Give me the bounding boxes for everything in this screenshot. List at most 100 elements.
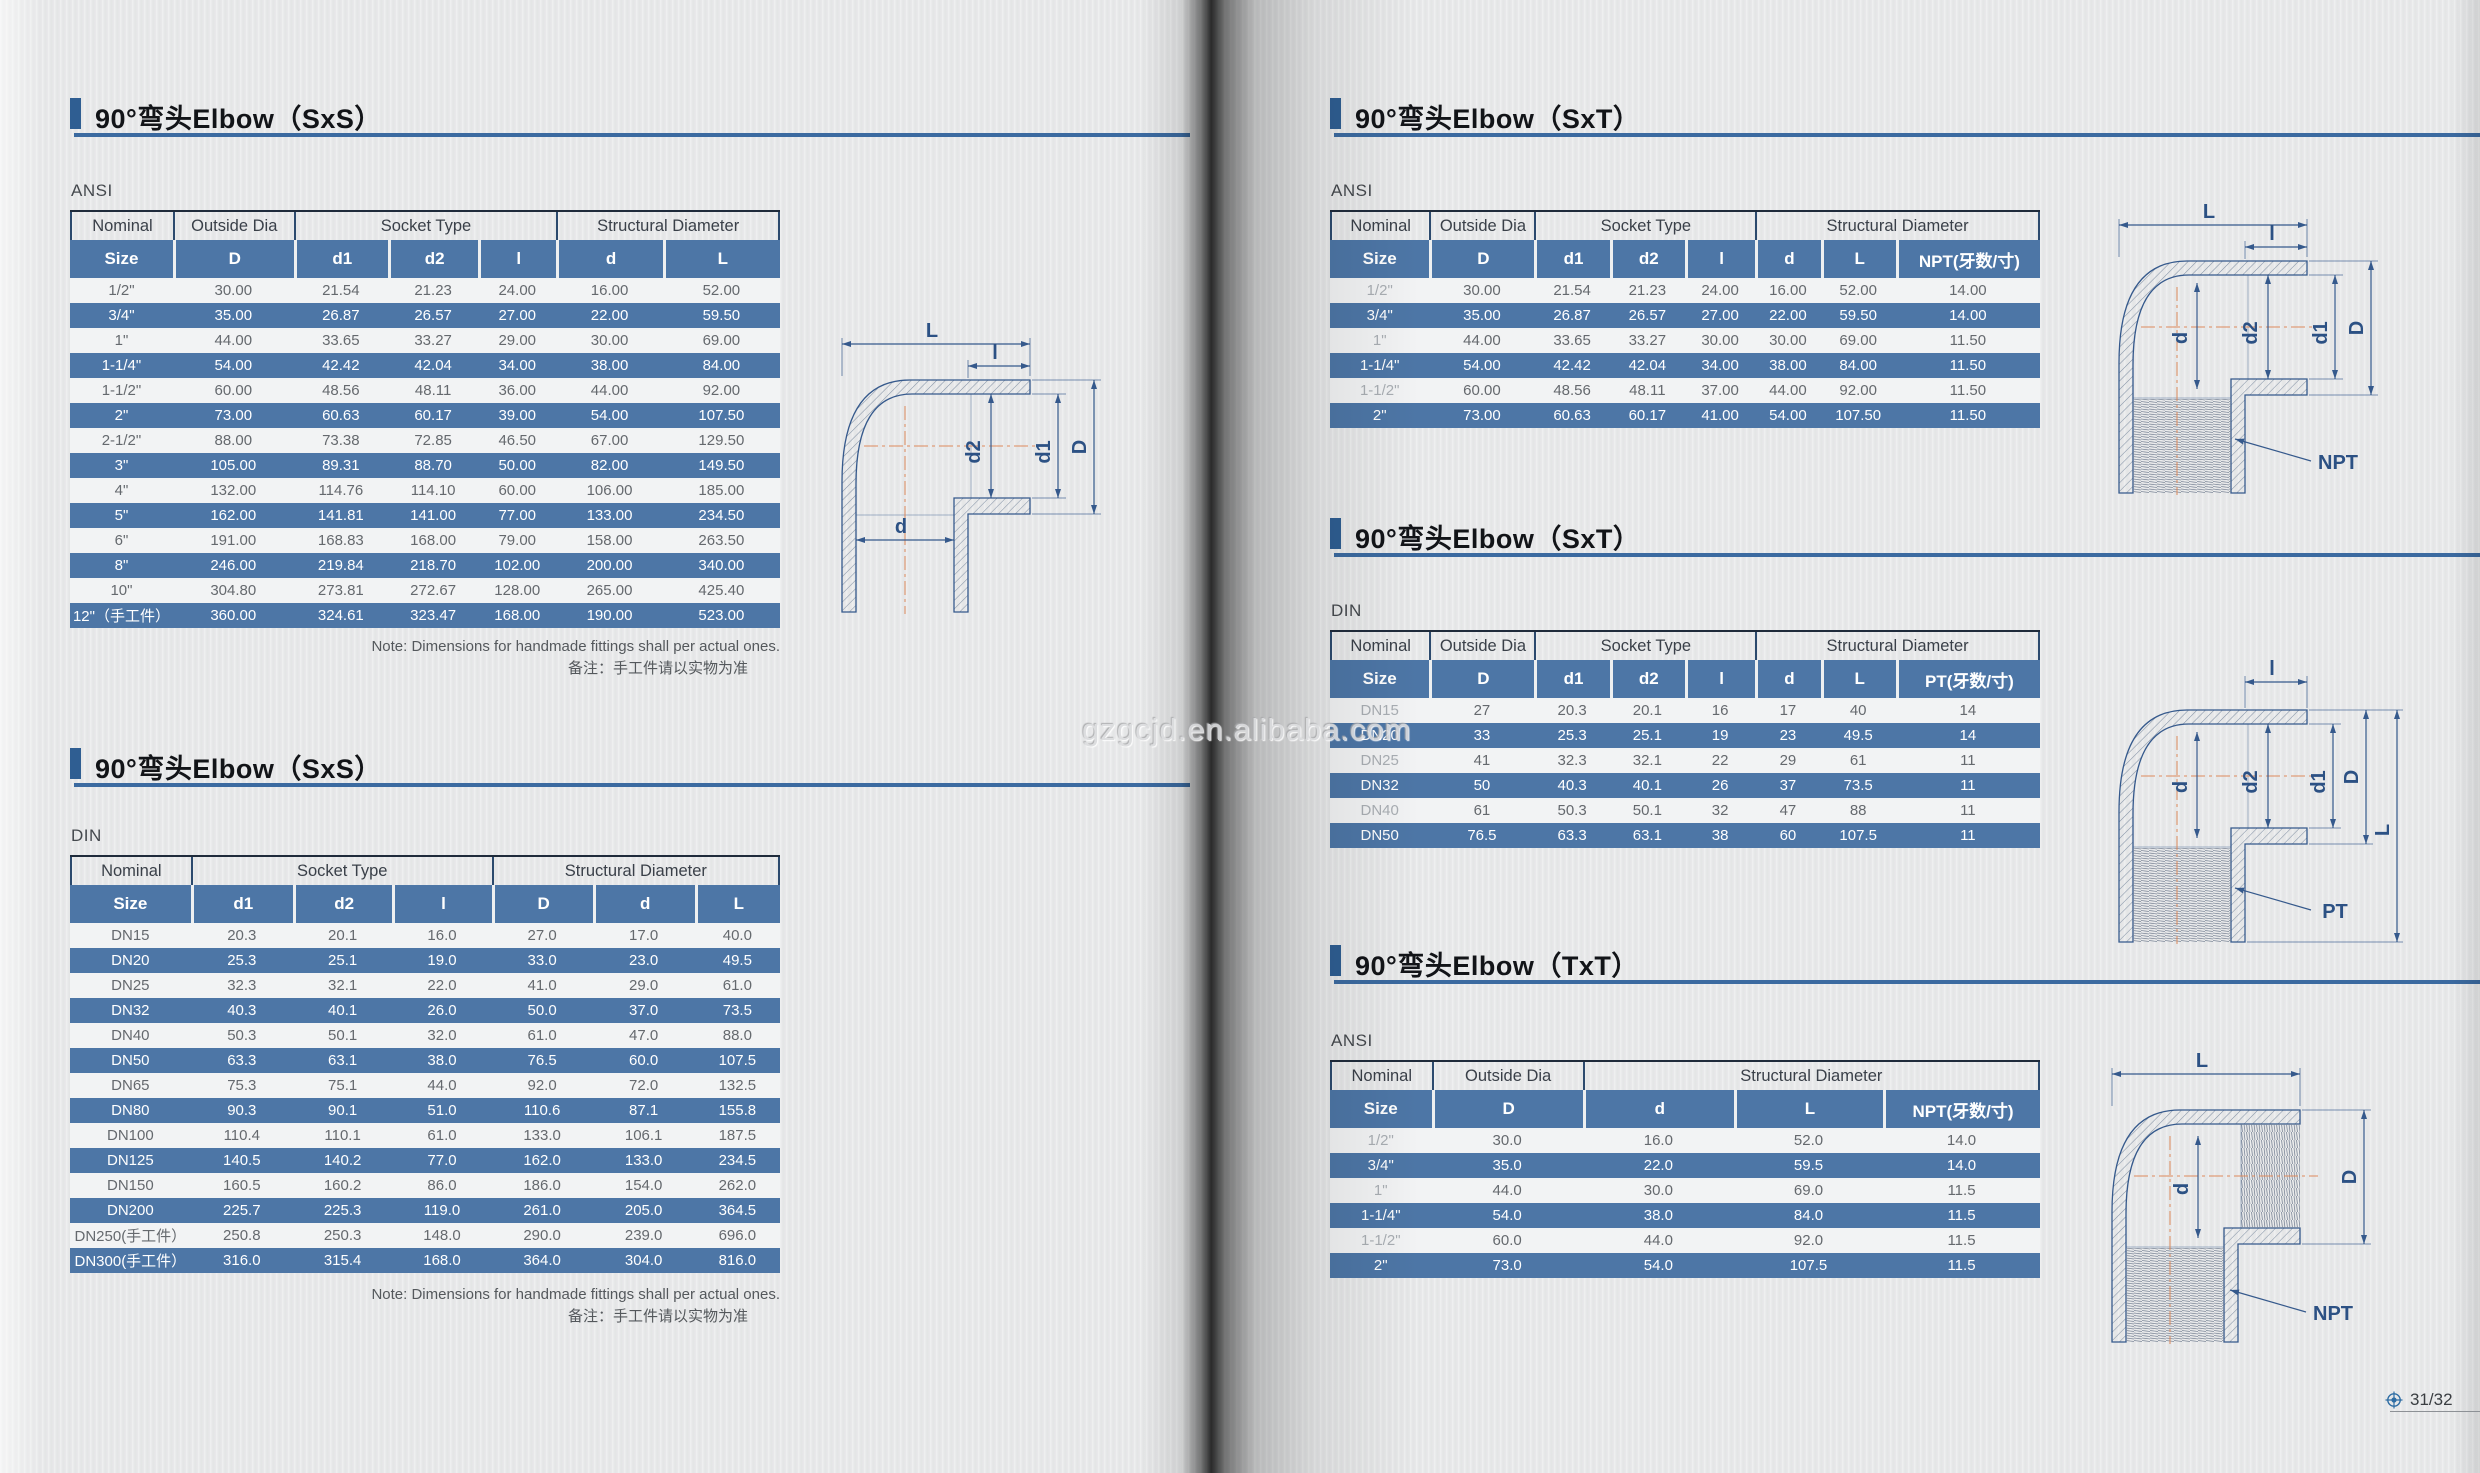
table-cell: 60.17: [414, 407, 452, 424]
table-row: 2-1/2" 88.00 73.38 72.85 46.50 67.00 129.50: [70, 428, 780, 453]
table-cell: 114.10: [410, 482, 456, 499]
table-cell: 61: [1473, 802, 1491, 819]
table-cell: DN80: [111, 1102, 150, 1119]
column-header-cell: Size: [1330, 240, 1430, 278]
elbow-diagram-sxt-pt: l d d2 d1 D L PT: [2118, 658, 2403, 944]
table-cell: 11: [1960, 827, 1976, 844]
table-cell: 523.00: [698, 607, 745, 624]
table-cell: 26.57: [414, 307, 452, 324]
group-header-cell: Structural Diameter: [1582, 1062, 2040, 1090]
table-cell: 155.8: [718, 1102, 757, 1119]
table-row: 3" 105.00 89.31 88.70 50.00 82.00 149.50: [70, 453, 780, 478]
table-cell: 21.23: [414, 282, 452, 299]
table-cell: 49.5: [722, 952, 752, 969]
table-cell: 50.00: [498, 457, 537, 474]
table-cell: 107.5: [718, 1052, 757, 1069]
table-cell: 54.0: [1643, 1257, 1673, 1274]
table-cell: 290.0: [523, 1227, 561, 1244]
table-cell: 160.5: [223, 1177, 261, 1194]
table-cell: DN300(手工件）: [74, 1253, 187, 1270]
table-cell: 22.00: [1769, 307, 1807, 324]
table-cell: 106.00: [586, 482, 633, 499]
column-header-cell: NPT(牙数/寸): [1895, 240, 2040, 278]
table-cell: 79.00: [498, 532, 537, 549]
table-cell: 272.67: [410, 582, 457, 599]
table-cell: 60.0: [1492, 1232, 1522, 1249]
table-cell: 185.00: [698, 482, 745, 499]
table-cell: 316.0: [223, 1252, 261, 1269]
title-underline: [1334, 553, 2480, 557]
column-header-cell: d2: [292, 885, 393, 923]
right-page-edge-shade: [2452, 0, 2480, 1473]
table-row: 5" 162.00 141.81 141.00 77.00 133.00 234.50: [70, 503, 780, 528]
table-cell: 11: [1960, 752, 1976, 769]
table-cell: 107.5: [1839, 827, 1877, 844]
table-cell: 50.1: [1632, 802, 1662, 819]
female-thread-section: [2133, 848, 2231, 942]
table-cell: 32.3: [227, 977, 257, 994]
table-cell: 11.50: [1949, 357, 1987, 374]
handmade-note: Note: Dimensions for handmade fittings s…: [70, 636, 780, 680]
table-cell: 17: [1779, 702, 1797, 719]
watermark-text: gzgcjd.en.alibaba.com: [1082, 712, 1412, 747]
group-header-cell: Structural Diameter: [1755, 632, 2040, 660]
table-group-header-row: Nominal Outside Dia Socket Type Structural …: [1330, 630, 2040, 660]
table-cell: 54.00: [214, 357, 253, 374]
table-cell: 60.00: [214, 382, 253, 399]
table-cell: 48.56: [1553, 382, 1591, 399]
thread-type-label: PT: [2322, 901, 2348, 923]
group-header-cell: Nominal: [1330, 632, 1429, 660]
table-cell: 38.00: [590, 357, 629, 374]
table-cell: 234.50: [698, 507, 745, 524]
table-cell: 200.00: [586, 557, 633, 574]
table-cell: 38: [1711, 827, 1729, 844]
dimension-table-ansi-sxt: ANSI Nominal Outside Dia Socket Type Struct…: [1330, 181, 2040, 428]
table-cell: 44.00: [1769, 382, 1807, 399]
table-row: 1/2" 30.00 21.54 21.23 24.00 16.00 52.00 14.00: [1330, 278, 2040, 303]
table-cell: 234.5: [718, 1152, 757, 1169]
section-title-text: 90°弯头Elbow（SxT）: [1355, 524, 1641, 554]
table-cell: 1-1/2": [1359, 382, 1400, 399]
table-row: 2" 73.00 60.63 60.17 41.00 54.00 107.50 11.50: [1330, 403, 2040, 428]
table-cell: 1/2": [1366, 282, 1393, 299]
table-cell: 84.00: [1839, 357, 1877, 374]
standard-label: ANSI: [1331, 181, 1373, 200]
table-cell: 1": [1372, 332, 1387, 349]
table-cell: 25.1: [1632, 727, 1662, 744]
table-cell: 261.0: [523, 1202, 561, 1219]
table-cell: 11.50: [1949, 332, 1987, 349]
table-cell: DN50: [111, 1052, 150, 1069]
table-cell: 27.00: [498, 307, 537, 324]
page-indicator-rule: [2390, 1411, 2480, 1412]
table-cell: 129.50: [698, 432, 745, 449]
column-header-cell: Size: [1330, 1090, 1432, 1128]
table-row: DN40 50.3 50.1 32.0 61.0 47.0 88.0: [70, 1023, 780, 1048]
table-cell: 32: [1711, 802, 1729, 819]
table-cell: 133.0: [624, 1152, 663, 1169]
table-cell: 63.3: [227, 1052, 257, 1069]
section-title-sxs-ansi: 90°弯头Elbow（SxS）: [70, 97, 1190, 137]
table-cell: 32.3: [1557, 752, 1587, 769]
table-row: DN50 63.3 63.1 38.0 76.5 60.0 107.5: [70, 1048, 780, 1073]
section-title-text: 90°弯头Elbow（SxT）: [1355, 104, 1641, 134]
dim-label-d1: d1: [2310, 321, 2332, 344]
table-cell: 5": [114, 507, 129, 524]
column-header-cell: d1: [1534, 240, 1610, 278]
table-cell: 340.00: [698, 557, 745, 574]
table-cell: 20.1: [328, 927, 358, 944]
dim-label-L: L: [926, 322, 938, 342]
table-row: DN80 90.3 90.1 51.0 110.6 87.1 155.8: [70, 1098, 780, 1123]
table-row: 1" 44.0 30.0 69.0 11.5: [1330, 1178, 2040, 1203]
table-cell: DN25: [1360, 752, 1399, 769]
title-accent-bar: [70, 98, 81, 129]
column-header-cell: Size: [70, 240, 173, 278]
table-cell: 149.50: [698, 457, 745, 474]
table-cell: 33.0: [527, 952, 557, 969]
group-header-cell: Nominal: [70, 857, 191, 885]
table-row: DN40 61 50.3 50.1 32 47 88 11: [1330, 798, 2040, 823]
table-cell: 40.1: [328, 1002, 358, 1019]
table-cell: 50.1: [328, 1027, 358, 1044]
column-header-cell: l: [1684, 240, 1756, 278]
table-cell: 114.76: [318, 482, 364, 499]
